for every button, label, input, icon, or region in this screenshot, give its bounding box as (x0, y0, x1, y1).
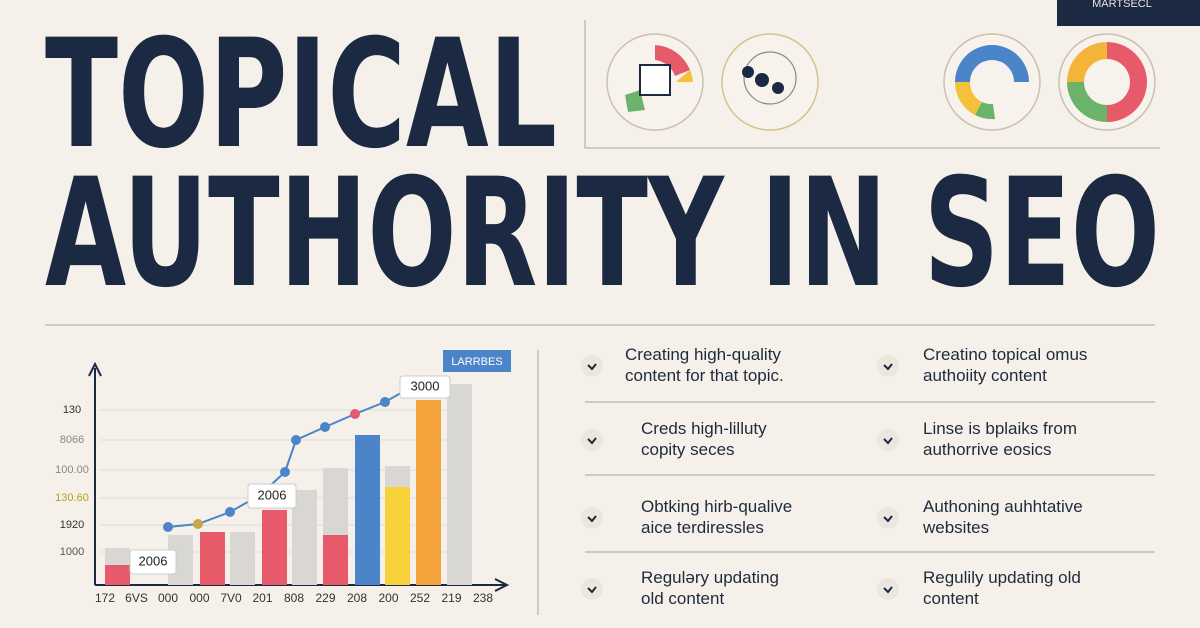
x-label: 238 (473, 591, 493, 605)
x-label: 200 (378, 591, 398, 605)
x-label: 000 (189, 591, 209, 605)
list-item: copity seces (641, 440, 735, 459)
x-label: 7V0 (220, 591, 242, 605)
x-label: 000 (158, 591, 178, 605)
check-icon (581, 355, 603, 377)
list-item: authoiity content (923, 366, 1047, 385)
check-mark (587, 437, 597, 445)
check-icon (877, 429, 899, 451)
check-icon (581, 578, 603, 600)
y-label: 8066 (60, 434, 84, 446)
check-mark (883, 363, 893, 371)
legend-label: LARRBES (451, 356, 502, 368)
check-mark (883, 586, 893, 594)
list-item: authorrive eosics (923, 440, 1052, 459)
list-item: Creating high-quality (625, 345, 781, 364)
check-mark (587, 363, 597, 371)
list-item: Regulily updating old (923, 568, 1081, 587)
y-label: 100.00 (55, 464, 89, 476)
list-item: old content (641, 589, 724, 608)
title-line: TOPICAL (45, 8, 557, 182)
check-icon (877, 507, 899, 529)
y-label: 130 (63, 404, 81, 416)
callout: 2006 (139, 553, 168, 568)
check-mark (883, 515, 893, 523)
x-label: 208 (347, 591, 367, 605)
check-icon (877, 578, 899, 600)
check-icon (581, 429, 603, 451)
callout: 2006 (258, 487, 287, 502)
chart-illustration (88, 350, 511, 592)
list-item: content for that topic. (625, 366, 784, 385)
list-item: Creatino topical omus (923, 345, 1087, 364)
badge: MARTSECL (1092, 0, 1152, 10)
check-mark (883, 437, 893, 445)
y-label: 1920 (60, 519, 84, 531)
badge-box (1057, 0, 1200, 26)
x-label: 229 (315, 591, 335, 605)
list-item: Obtking hirb-qualive (641, 497, 792, 516)
list-item: Linse is bplaiks from (923, 419, 1077, 438)
list-item: aice terdiressles (641, 518, 764, 537)
title-line: AUTHORITY IN SEO (45, 147, 1160, 321)
x-label: 172 (95, 591, 115, 605)
list-item: content (923, 589, 979, 608)
list-item: websites (922, 518, 989, 537)
y-label: 1000 (60, 546, 84, 558)
check-mark (587, 586, 597, 594)
check-icon (581, 507, 603, 529)
x-label: 6VS (125, 591, 148, 605)
callout: 3000 (411, 378, 440, 393)
check-icon (877, 355, 899, 377)
x-label: 219 (441, 591, 461, 605)
list-item: Authoning auhhtative (923, 497, 1083, 516)
x-label: 252 (410, 591, 430, 605)
list-item: Reguləry updating (641, 568, 779, 587)
list-item: Creds high-lilluty (641, 419, 767, 438)
x-label: 808 (284, 591, 304, 605)
check-mark (587, 515, 597, 523)
dividers (45, 20, 1160, 615)
icons (606, 33, 1156, 131)
y-label: 130.60 (55, 492, 89, 504)
x-label: 201 (252, 591, 272, 605)
